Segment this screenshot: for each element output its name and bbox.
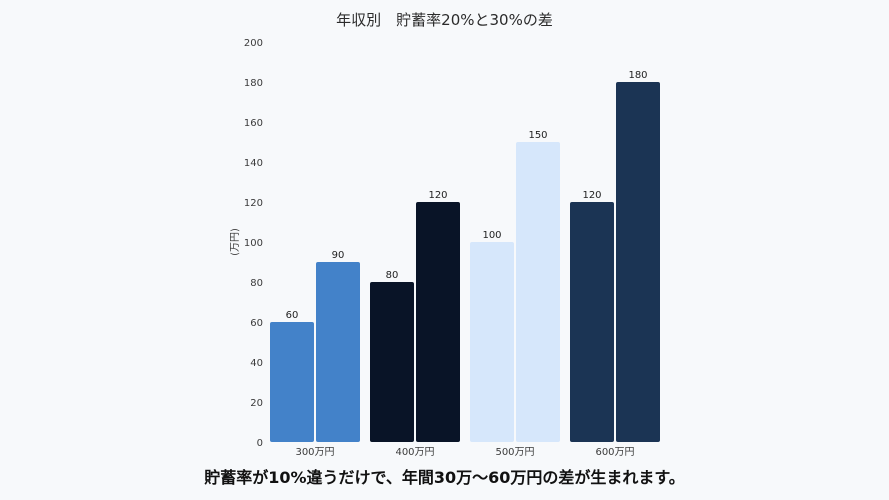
- bar-value-label: 120: [582, 190, 601, 201]
- y-tick-label: 200: [244, 38, 263, 49]
- caption-text: 貯蓄率が10%違うだけで、年間30万〜60万円の差が生まれます。: [204, 468, 685, 487]
- y-tick-label: 60: [250, 318, 263, 329]
- bar: [416, 202, 460, 442]
- y-tick-label: 140: [244, 158, 263, 169]
- bar-value-label: 120: [428, 190, 447, 201]
- x-tick-label: 400万円: [395, 447, 434, 458]
- y-tick-label: 40: [250, 358, 263, 369]
- bars-group: 60 90 80 120 100 150 120 180: [270, 70, 660, 442]
- chart-title: 年収別 貯蓄率20%と30%の差: [336, 11, 553, 29]
- bar: [316, 262, 360, 442]
- x-tick-label: 500万円: [495, 447, 534, 458]
- y-tick-label: 20: [250, 398, 263, 409]
- bar: [616, 82, 660, 442]
- x-tick-label: 300万円: [295, 447, 334, 458]
- y-tick-label: 160: [244, 118, 263, 129]
- y-tick-label: 120: [244, 198, 263, 209]
- y-axis-label: (万円): [230, 228, 241, 256]
- y-tick-label: 80: [250, 278, 263, 289]
- bar: [270, 322, 314, 442]
- bar-value-label: 150: [528, 130, 547, 141]
- bar: [370, 282, 414, 442]
- x-tick-label: 600万円: [595, 447, 634, 458]
- y-axis-ticks: 0 20 40 60 80 100 120 140 160 180 200: [244, 38, 263, 449]
- y-tick-label: 180: [244, 78, 263, 89]
- y-tick-label: 100: [244, 238, 263, 249]
- bar: [516, 142, 560, 442]
- bar-value-label: 90: [332, 250, 345, 261]
- bar-value-label: 100: [482, 230, 501, 241]
- bar: [570, 202, 614, 442]
- y-tick-label: 0: [257, 438, 263, 449]
- x-axis-ticks: 300万円 400万円 500万円 600万円: [295, 447, 634, 458]
- bar-value-label: 60: [286, 310, 299, 321]
- bar: [470, 242, 514, 442]
- bar-value-label: 80: [386, 270, 399, 281]
- bar-value-label: 180: [628, 70, 647, 81]
